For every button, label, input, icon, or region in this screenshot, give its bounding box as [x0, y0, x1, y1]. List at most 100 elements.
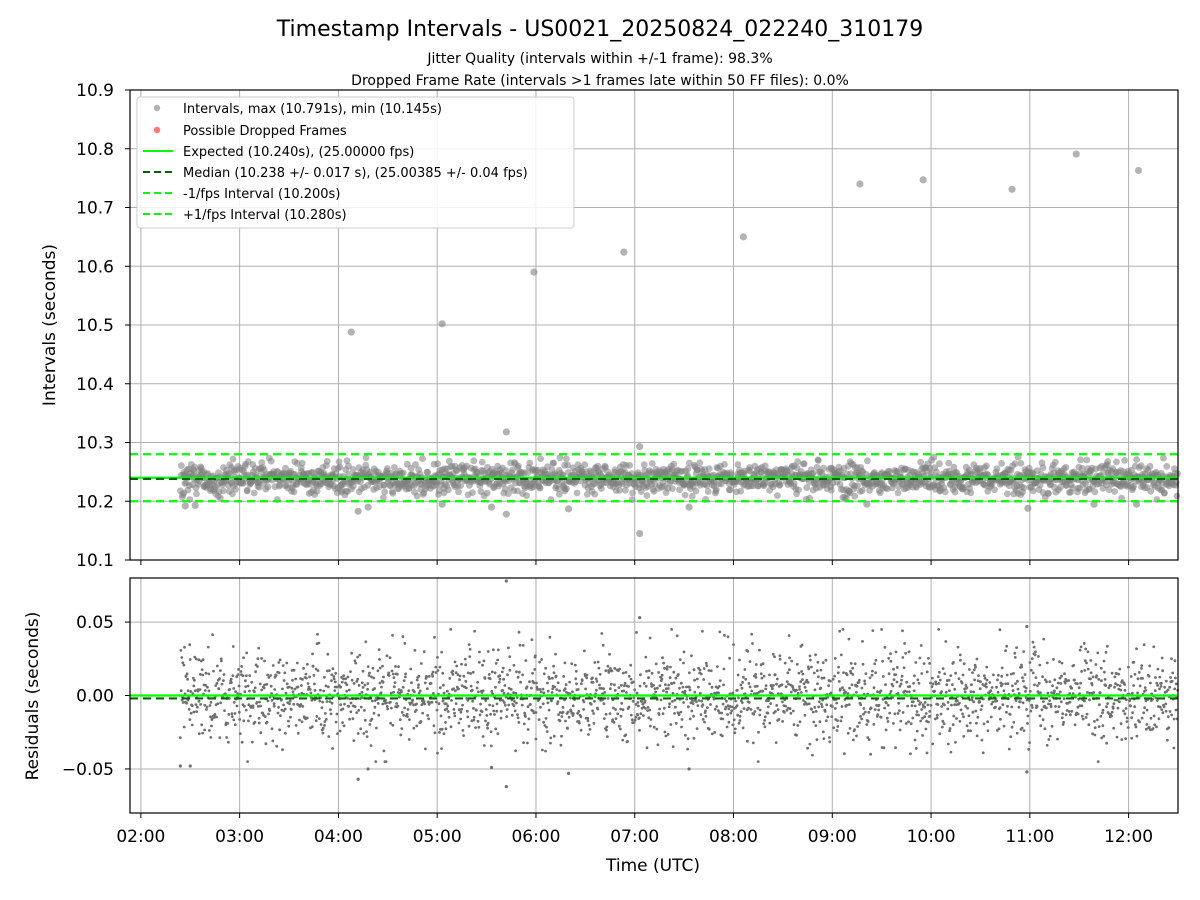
residual-point	[1164, 679, 1168, 683]
residual-point	[431, 674, 434, 678]
residual-point	[410, 701, 414, 704]
residual-point	[359, 727, 363, 731]
residual-point	[730, 705, 734, 709]
residual-point	[508, 655, 512, 658]
residual-point	[1091, 675, 1095, 679]
residual-point	[491, 704, 495, 708]
residual-point	[419, 720, 423, 723]
residual-point	[910, 704, 914, 708]
residual-point	[219, 669, 222, 672]
residual-point	[1155, 725, 1158, 729]
residual-point	[781, 720, 784, 723]
residual-point	[679, 710, 683, 714]
residual-point	[975, 734, 979, 738]
interval-point	[1105, 486, 1113, 494]
residual-point	[405, 712, 409, 716]
residual-point	[871, 629, 875, 632]
residual-point	[1128, 697, 1132, 701]
residual-point	[960, 681, 964, 685]
residual-point	[697, 699, 701, 702]
residual-point	[867, 738, 871, 741]
residual-point	[610, 669, 614, 673]
residual-point	[580, 682, 583, 686]
residual-point	[368, 723, 372, 726]
interval-point	[526, 459, 534, 467]
residual-point	[412, 726, 416, 730]
residual-point	[521, 644, 525, 647]
residual-point	[1014, 682, 1017, 685]
residual-point	[942, 722, 946, 726]
residual-point	[974, 665, 977, 669]
residual-point	[1013, 656, 1017, 659]
residual-point	[1084, 716, 1088, 719]
residual-point	[462, 734, 465, 737]
residual-point	[1050, 724, 1054, 728]
residual-point	[460, 707, 463, 711]
residual-point	[471, 670, 475, 674]
residual-point	[481, 735, 485, 738]
residual-point	[966, 729, 970, 733]
residual-point	[1138, 684, 1142, 688]
residual-point	[597, 666, 601, 670]
residual-point	[721, 717, 725, 721]
interval-point	[800, 460, 808, 468]
residual-point	[775, 704, 779, 707]
residual-point	[778, 654, 782, 658]
residual-point	[368, 671, 371, 675]
residual-point	[514, 749, 517, 753]
residual-point	[972, 700, 976, 704]
residual-point	[231, 674, 235, 678]
residual-point	[1105, 741, 1109, 745]
residual-point	[966, 706, 969, 710]
residual-point	[788, 668, 791, 672]
interval-outlier-point-17	[685, 503, 693, 511]
residual-point	[820, 705, 824, 708]
residual-point	[820, 676, 824, 680]
residual-point	[758, 713, 762, 717]
residual-point	[802, 682, 806, 686]
residual-point	[664, 734, 668, 738]
residual-point	[813, 688, 817, 692]
residual-point	[344, 677, 348, 681]
residual-point	[271, 664, 275, 667]
residual-point	[996, 678, 999, 682]
residual-point	[190, 723, 194, 727]
interval-point	[806, 494, 814, 502]
residual-point	[666, 733, 670, 736]
residual-point	[605, 725, 609, 729]
residual-point	[378, 658, 381, 661]
residual-point	[1079, 645, 1083, 649]
residual-point	[382, 675, 385, 679]
residual-point	[487, 673, 491, 676]
residual-point	[983, 676, 987, 680]
residual-point	[996, 690, 1000, 694]
residual-point	[352, 739, 356, 742]
residual-point	[1093, 726, 1097, 730]
residual-point	[876, 713, 880, 716]
chart-title: Timestamp Intervals - US0021_20250824_02…	[276, 17, 923, 42]
residual-point	[899, 719, 903, 723]
interval-point	[563, 485, 570, 493]
residual-point	[267, 712, 270, 716]
residual-point	[670, 628, 673, 631]
residual-point	[756, 760, 760, 763]
residual-point	[613, 689, 617, 692]
residual-point	[335, 685, 339, 689]
residual-point	[757, 730, 760, 734]
residual-point	[735, 704, 739, 707]
residual-point	[797, 671, 801, 675]
residual-point	[523, 711, 527, 715]
residual-point	[538, 688, 542, 691]
residual-point	[451, 673, 455, 676]
residual-point	[391, 723, 395, 727]
residual-point	[998, 706, 1002, 709]
residual-point	[484, 699, 488, 702]
residual-point	[630, 718, 634, 722]
residual-point	[988, 681, 992, 684]
residual-point	[579, 715, 583, 719]
residual-point	[934, 680, 938, 684]
residual-point	[811, 753, 814, 757]
bottom-xtick-label-0: 02:00	[116, 827, 165, 847]
residual-point	[395, 672, 399, 676]
residual-point	[320, 706, 324, 710]
